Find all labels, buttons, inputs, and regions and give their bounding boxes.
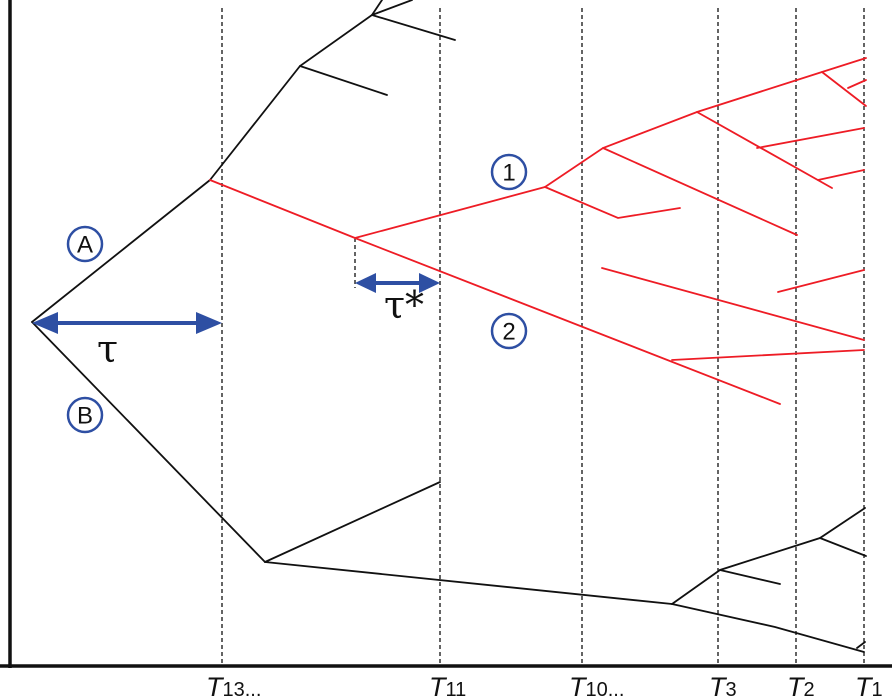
label-a-text: A <box>77 232 93 259</box>
red-tip-a <box>756 127 865 149</box>
label-2: 2 <box>490 312 528 350</box>
branch-upper-a <box>299 65 388 96</box>
branch-upper-c <box>371 0 413 16</box>
branch-lower-tip-b <box>819 537 867 557</box>
label-1-circle <box>490 153 528 191</box>
red-mid-b <box>602 147 798 236</box>
branch-lower-down <box>671 603 865 653</box>
tick-t10: T10... <box>569 672 624 698</box>
label-1: 1 <box>490 153 528 191</box>
tau-label: τ <box>97 327 118 371</box>
red-branch-1 <box>354 186 546 239</box>
label-1-text: 1 <box>502 160 515 187</box>
branch-lower-tip-c <box>856 641 866 649</box>
label-2-circle <box>490 312 528 350</box>
label-b-circle <box>66 396 104 434</box>
tau-star-arrowhead-right <box>419 273 440 293</box>
tau-arrow <box>32 312 222 334</box>
red-low-a <box>777 269 865 293</box>
branch-lower-tip-a <box>719 569 781 585</box>
time-guides <box>221 8 865 666</box>
label-a: A <box>66 225 104 263</box>
tau-star-arrow <box>355 273 440 293</box>
axes <box>0 0 892 668</box>
tau-arrowhead-right <box>196 312 222 334</box>
branch-root-a <box>31 179 211 323</box>
tick-t2: T2 <box>787 672 815 698</box>
tick-t3: T3 <box>709 672 737 698</box>
red-tip-b <box>817 169 865 181</box>
tick-t13: T13... <box>206 672 261 698</box>
label-b-text: B <box>77 403 93 430</box>
branch-upper-b <box>371 14 456 41</box>
tau-star-arrowhead-left <box>355 273 376 293</box>
label-2-text: 2 <box>502 319 515 346</box>
red-stem <box>209 179 356 239</box>
branch-lower-short <box>264 481 441 563</box>
branch-lower-main <box>264 561 673 605</box>
label-b: B <box>66 396 104 434</box>
tau-star-label: τ* <box>384 283 424 327</box>
red-low-b <box>601 267 865 341</box>
tick-t1: T1 <box>855 672 883 698</box>
red-branch-2 <box>354 237 781 405</box>
red-tip-c <box>821 71 867 107</box>
branch-lower-up <box>671 507 866 605</box>
tau-arrowhead-left <box>32 312 58 334</box>
tick-t11: T11 <box>429 672 466 698</box>
red-mid-a <box>544 186 681 219</box>
red-tip-d <box>847 79 867 89</box>
branch-root-b <box>31 321 266 563</box>
red-clade <box>209 57 867 405</box>
branch-upper <box>209 0 383 181</box>
black-branches <box>31 0 867 653</box>
label-a-circle <box>66 225 104 263</box>
red-mid-c <box>696 111 833 189</box>
red-low-c <box>671 349 865 361</box>
time-tick-labels: T13... T11 T10... T3 T2 T1 <box>206 672 883 698</box>
red-upper-spine <box>544 57 867 188</box>
